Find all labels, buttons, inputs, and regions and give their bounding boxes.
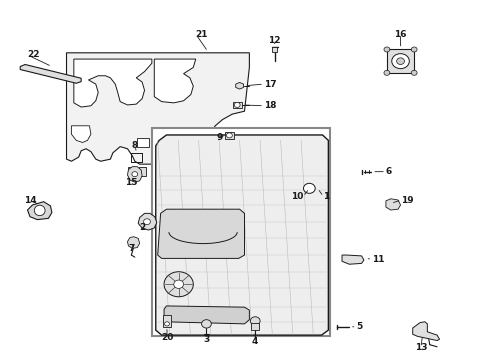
Circle shape [132, 172, 138, 177]
Text: 13: 13 [414, 343, 427, 352]
Text: 4: 4 [251, 337, 258, 346]
Polygon shape [163, 306, 249, 324]
Circle shape [303, 183, 315, 193]
Polygon shape [74, 59, 152, 107]
Text: 6: 6 [385, 167, 391, 176]
Polygon shape [385, 199, 400, 210]
Ellipse shape [34, 205, 45, 216]
Text: 15: 15 [125, 177, 137, 186]
Polygon shape [137, 138, 149, 147]
Circle shape [226, 133, 232, 138]
Circle shape [250, 317, 260, 325]
Circle shape [163, 272, 193, 297]
Text: 5: 5 [356, 322, 362, 331]
Circle shape [410, 47, 416, 52]
Polygon shape [341, 255, 363, 264]
Text: 20: 20 [161, 333, 173, 342]
Polygon shape [127, 237, 140, 248]
Polygon shape [20, 64, 81, 83]
Circle shape [383, 70, 389, 75]
Text: 12: 12 [268, 36, 281, 45]
Polygon shape [154, 59, 195, 103]
Circle shape [143, 219, 150, 225]
Text: 17: 17 [264, 80, 276, 89]
Text: 21: 21 [195, 30, 208, 39]
Text: 19: 19 [401, 195, 413, 204]
Text: 8: 8 [131, 141, 138, 150]
Bar [386, 49, 413, 73]
Circle shape [396, 58, 404, 64]
Text: 9: 9 [216, 133, 223, 142]
Polygon shape [138, 213, 157, 230]
Polygon shape [156, 135, 328, 335]
Circle shape [391, 54, 408, 69]
Bar [232, 102, 241, 108]
Bar [139, 167, 145, 176]
Polygon shape [27, 202, 52, 220]
Text: 18: 18 [264, 101, 276, 110]
Text: 11: 11 [371, 255, 384, 264]
Bar [251, 323, 259, 330]
Bar [152, 128, 329, 336]
Polygon shape [412, 322, 439, 341]
Polygon shape [71, 126, 91, 143]
Bar [162, 315, 171, 327]
Circle shape [164, 322, 169, 326]
Text: 1: 1 [323, 192, 329, 201]
Bar [128, 167, 135, 176]
Polygon shape [127, 167, 142, 182]
Polygon shape [235, 82, 243, 89]
Text: 10: 10 [290, 192, 303, 201]
Text: 22: 22 [27, 50, 40, 59]
Circle shape [410, 70, 416, 75]
Text: 16: 16 [393, 30, 406, 39]
Text: 3: 3 [203, 335, 209, 344]
Polygon shape [158, 209, 244, 258]
Text: 2: 2 [139, 224, 145, 233]
Text: 7: 7 [128, 244, 134, 253]
Bar [224, 132, 233, 139]
Text: 14: 14 [23, 195, 36, 204]
Polygon shape [66, 53, 249, 167]
Circle shape [201, 320, 211, 328]
Polygon shape [176, 136, 203, 151]
Circle shape [173, 280, 183, 288]
Circle shape [383, 47, 389, 52]
Bar [272, 48, 277, 51]
Circle shape [234, 103, 240, 107]
